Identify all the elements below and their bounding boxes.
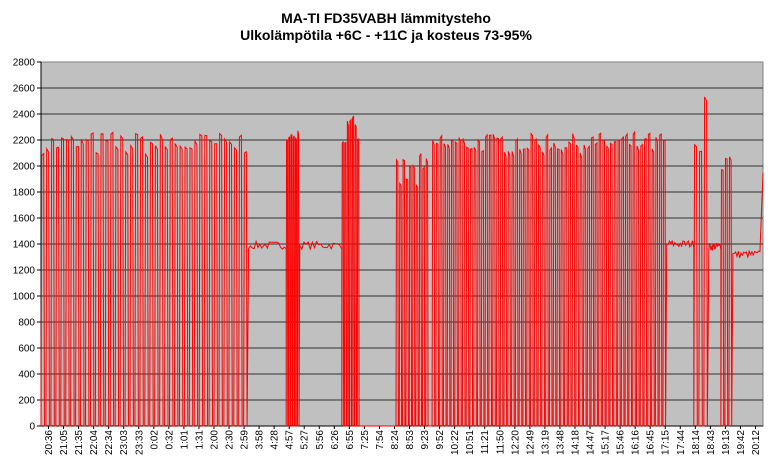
- y-tick-label: 2000: [13, 162, 36, 173]
- x-tick-label: 10:51: [465, 430, 476, 455]
- x-tick-label: 2:00: [209, 430, 220, 450]
- x-tick-label: 2:30: [225, 430, 236, 450]
- x-tick-label: 0:32: [164, 430, 175, 450]
- x-tick-label: 4:57: [285, 430, 296, 450]
- x-tick-label: 22:34: [104, 430, 115, 455]
- chart-subtitle: Ulkolämpötila +6C - +11C ja kosteus 73-9…: [240, 27, 532, 43]
- x-tick-label: 20:12: [751, 430, 762, 455]
- x-tick-label: 16:16: [631, 430, 642, 455]
- x-tick-label: 23:03: [119, 430, 130, 455]
- y-tick-label: 1400: [13, 240, 36, 251]
- x-tick-label: 17:44: [676, 430, 687, 455]
- x-tick-label: 17:15: [661, 430, 672, 455]
- x-tick-label: 14:18: [570, 430, 581, 455]
- x-tick-label: 4:28: [270, 430, 281, 450]
- chart-title: MA-TI FD35VABH lämmitysteho: [281, 10, 491, 26]
- x-tick-label: 22:04: [89, 430, 100, 455]
- x-tick-label: 10:22: [450, 430, 461, 455]
- x-tick-label: 5:56: [315, 430, 326, 450]
- y-tick-label: 2600: [13, 84, 36, 95]
- x-tick-label: 18:43: [706, 430, 717, 455]
- x-tick-label: 3:58: [255, 430, 266, 450]
- x-tick-label: 8:53: [405, 430, 416, 450]
- x-tick-label: 1:01: [179, 430, 190, 450]
- y-tick-label: 400: [18, 370, 35, 381]
- x-tick-label: 19:13: [721, 430, 732, 455]
- x-tick-label: 15:46: [616, 430, 627, 455]
- y-tick-label: 1200: [13, 266, 36, 277]
- x-tick-label: 8:24: [390, 430, 401, 450]
- x-tick-label: 16:45: [646, 430, 657, 455]
- y-tick-label: 2400: [13, 110, 36, 121]
- y-tick-label: 2200: [13, 136, 36, 147]
- x-tick-label: 2:59: [240, 430, 251, 450]
- y-tick-label: 200: [18, 396, 35, 407]
- x-tick-label: 5:27: [300, 430, 311, 450]
- x-tick-label: 23:33: [134, 430, 145, 455]
- x-tick-label: 18:14: [691, 430, 702, 455]
- y-tick-label: 0: [29, 422, 35, 433]
- y-tick-label: 600: [18, 344, 35, 355]
- x-tick-label: 9:52: [435, 430, 446, 450]
- x-tick-label: 7:25: [360, 430, 371, 450]
- x-tick-label: 0:02: [149, 430, 160, 450]
- x-tick-label: 1:31: [194, 430, 205, 450]
- y-tick-label: 1600: [13, 214, 36, 225]
- y-tick-label: 2800: [13, 58, 36, 69]
- x-tick-label: 21:05: [59, 430, 70, 455]
- y-tick-label: 1000: [13, 292, 36, 303]
- x-tick-label: 6:26: [330, 430, 341, 450]
- x-tick-label: 9:23: [420, 430, 431, 450]
- x-tick-label: 15:17: [601, 430, 612, 455]
- x-tick-label: 13:48: [555, 430, 566, 455]
- series-line: [40, 96, 764, 427]
- x-tick-label: 12:20: [510, 430, 521, 455]
- x-tick-label: 11:50: [495, 430, 506, 455]
- x-tick-label: 13:19: [540, 430, 551, 455]
- x-tick-label: 7:54: [375, 430, 386, 450]
- y-tick-label: 1800: [13, 188, 36, 199]
- x-tick-label: 19:42: [736, 430, 747, 455]
- x-tick-label: 21:35: [74, 430, 85, 455]
- x-tick-label: 12:49: [525, 430, 536, 455]
- x-tick-label: 14:47: [586, 430, 597, 455]
- x-tick-label: 11:21: [480, 430, 491, 455]
- x-tick-label: 20:36: [44, 430, 55, 455]
- y-tick-label: 800: [18, 318, 35, 329]
- x-tick-label: 6:55: [345, 430, 356, 450]
